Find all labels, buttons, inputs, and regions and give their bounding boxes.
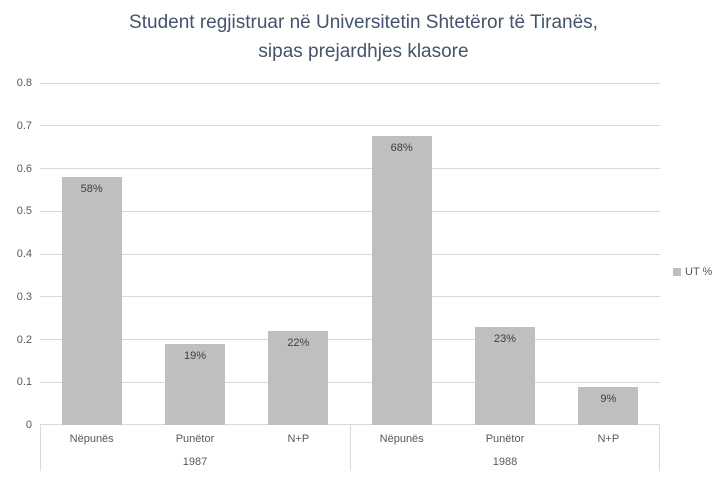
gridline	[40, 125, 660, 127]
group-year-label: 1988	[492, 456, 518, 468]
y-tick-label: 0	[25, 419, 32, 431]
y-tick-label: 0.8	[16, 77, 32, 89]
bar-data-label: 19%	[183, 349, 207, 362]
y-tick-label: 0.2	[16, 333, 32, 346]
category-label: Nëpunës	[69, 433, 114, 445]
axis-separator	[350, 425, 351, 471]
bar-data-label: 22%	[287, 336, 310, 349]
y-tick-label: 0.5	[16, 205, 32, 218]
axis-separator	[659, 425, 660, 471]
y-tick-label: 0.7	[16, 119, 32, 132]
x-axis-line	[40, 424, 660, 425]
bar: 68%	[371, 136, 432, 425]
gridline	[40, 253, 660, 255]
gridline	[40, 168, 660, 169]
gridline	[40, 296, 660, 298]
bar: 22%	[268, 330, 329, 425]
chart-title: Student regjistruar në Universitetin Sht…	[0, 8, 727, 66]
chart-title-line2: sipas prejardhjes klasore	[258, 41, 469, 62]
gridline	[40, 381, 660, 383]
bar: 19%	[165, 343, 225, 425]
group-year-label: 1987	[182, 456, 208, 468]
bar-data-label: 68%	[390, 142, 413, 155]
bar-data-label: 23%	[493, 332, 517, 345]
category-label: N+P	[597, 433, 620, 445]
legend: UT %	[673, 266, 712, 278]
gridline	[40, 82, 660, 84]
y-tick-label: 0.4	[16, 248, 32, 260]
axis-separator	[40, 425, 41, 471]
y-axis: 0 0.1 0.2 0.3 0.4 0.5 0.6 0.7 0.8	[0, 77, 32, 431]
category-label: N+P	[287, 433, 310, 445]
gridline	[40, 339, 660, 340]
bar: 9%	[578, 386, 639, 425]
category-label: Nëpunës	[379, 433, 424, 445]
bar: 58%	[61, 177, 122, 425]
legend-marker-icon	[673, 268, 681, 276]
gridline	[40, 210, 660, 212]
x-axis: Nëpunës Punëtor N+P Nëpunës Punëtor N+P 1987 19…	[40, 425, 660, 472]
bar-data-label: 9%	[600, 392, 617, 405]
plot-area: 58% 19% 22% 68% 23% 9%	[40, 82, 660, 425]
category-label: Punëtor	[485, 433, 525, 445]
chart-title-line1: Student regjistruar në Universitetin Sht…	[129, 12, 598, 33]
category-label: Punëtor	[175, 433, 215, 445]
y-tick-label: 0.1	[16, 376, 32, 389]
y-tick-label: 0.6	[16, 162, 32, 175]
bar-data-label: 58%	[80, 183, 103, 196]
y-tick-label: 0.3	[16, 290, 32, 303]
bar: 23%	[475, 326, 535, 425]
legend-label: UT %	[685, 266, 713, 278]
